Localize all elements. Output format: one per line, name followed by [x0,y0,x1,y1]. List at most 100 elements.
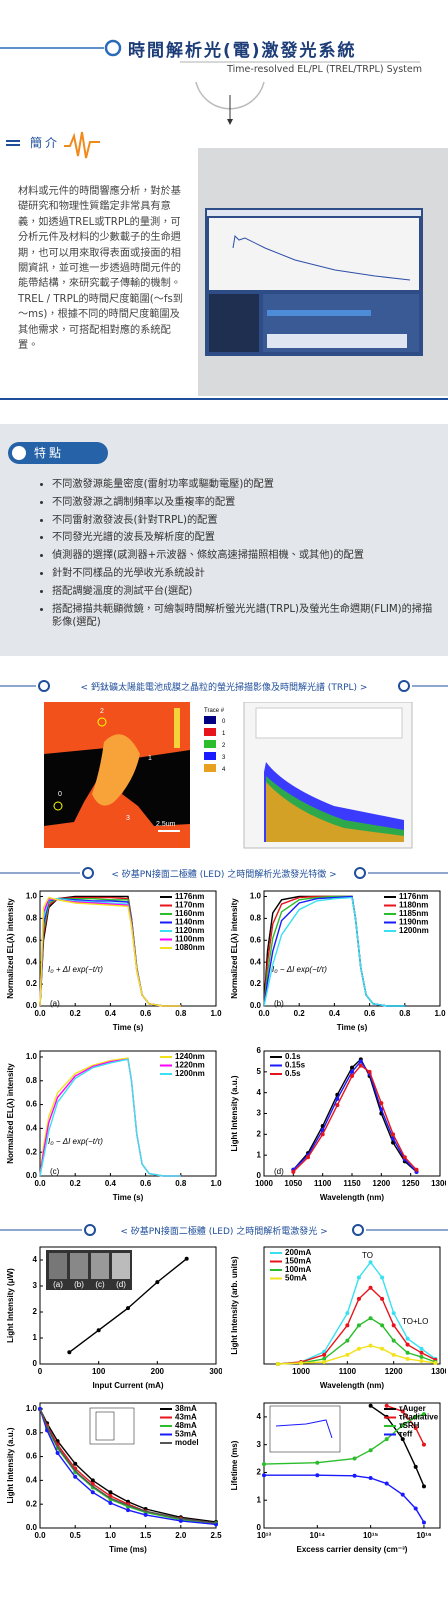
y-tick-label: 1.0 [26,892,38,901]
trace-swatch [204,740,216,748]
data-point [126,1306,130,1311]
x-tick-label: 1000 [292,1367,310,1376]
features-heading: 特點 [34,446,65,460]
feature-item: 搭配調變溫度的測試平台(選配) [52,585,436,598]
x-tick-label: 10¹⁵ [363,1531,379,1540]
data-point [322,1359,327,1364]
y-tick-label: 0.4 [26,1475,38,1484]
dark-region [122,750,190,826]
plot-bg [263,890,441,1007]
data-point [322,1352,327,1357]
data-point [413,1426,418,1430]
formula: I₀ − ΔI exp(−t/τ) [272,965,327,974]
y-tick-label: 0 [257,1523,262,1532]
data-point [405,1350,410,1355]
inset-tile [49,1253,67,1279]
inset-label: (c) [95,1280,105,1289]
data-point [433,1360,438,1365]
rule-circle [82,867,94,879]
legend-label: 1190nm [399,918,428,927]
page-subtitle: Time-resolved EL/PL (TREL/TRPL) System [227,64,422,75]
y-axis-label: Light Intensity (arb. units) [230,1256,239,1355]
feature-item: 不同激發源能量密度(雷射功率或驅動電壓)的配置 [52,478,436,491]
data-point [368,1403,373,1408]
decay-table [255,707,403,739]
legend-label: 100mA [285,1265,311,1274]
inset-tile [112,1253,130,1279]
panel-label: (c) [50,1167,60,1176]
section-rule [0,680,448,692]
data-point [368,1260,373,1265]
y-tick-label: 1 [257,1150,262,1159]
point-marker [53,801,63,811]
x-tick-label: 1050 [284,1179,302,1188]
x-tick-label: 0.4 [105,1009,117,1018]
panel-label: (a) [50,999,60,1008]
trace-label: 0 [222,719,226,725]
chart: (c) I₀ − ΔI exp(−t/τ) 0.0 0.2 0.4 0.6 0.8 1.0… [6,1050,222,1202]
y-tick-label: 0.4 [250,957,262,966]
formula: I₀ − ΔI exp(−t/τ) [48,1137,103,1146]
x-tick-label: 1100 [314,1179,332,1188]
y-tick-label: 0.6 [250,935,262,944]
point-label: 1 [148,755,152,762]
feature-item: 不同雷射激發波長(針對TRPL)的配置 [52,514,436,527]
y-tick-label: 0.2 [26,979,38,988]
series-line [263,896,405,1007]
data-point [391,1311,396,1316]
y-tick-label: 1.0 [26,1404,38,1413]
legend-label: τAuger [399,1404,426,1413]
formula: I₀ + ΔI exp(−t/τ) [48,965,103,974]
y-tick-label: 4 [257,1412,262,1421]
y-tick-label: 0.0 [26,1001,38,1010]
features-pill [8,442,108,464]
data-point [291,1169,296,1174]
y-tick-label: 0.8 [26,1428,38,1437]
x-tick-label: 0.0 [34,1179,46,1188]
inset-label: (a) [53,1280,63,1289]
data-point [262,1462,266,1467]
chart: (a) I₀ + ΔI exp(−t/τ) 0.0 0.2 0.4 0.6 0.8 1.0… [6,890,222,1032]
annotation: TO [362,1251,373,1260]
x-axis-label: Time (s) [337,1023,368,1032]
point-marker [97,717,107,727]
data-point [400,1437,405,1442]
data-point [356,1323,361,1328]
data-point [350,1069,354,1074]
data-point [400,1409,405,1414]
y-axis-label: Lifetime (ms) [230,1440,239,1490]
x-tick-label: 0.0 [258,1009,270,1018]
y-tick-label: 3 [257,1440,262,1449]
y-tick-label: 6 [257,1046,262,1055]
data-point [315,1460,320,1465]
x-tick-label: 1200 [385,1367,403,1376]
legend-label: 1200nm [175,1069,205,1078]
rule-circle [354,867,366,879]
series-line [39,1408,217,1526]
intro-text: 材料或元件的時間響應分析，對於基礎研究和物理性質鑑定非常具有意義，如透過TREL… [18,184,186,353]
controls [267,334,407,348]
series-line [39,896,181,1007]
y-tick-label: 0 [33,1359,38,1368]
inset-tile [91,1253,109,1279]
data-point [413,1464,418,1469]
data-point [184,1256,189,1261]
y-tick-label: 3 [33,1281,38,1290]
y-tick-label: 0.2 [250,979,262,988]
x-tick-label: 0.8 [399,1009,411,1018]
legend-label: 38mA [175,1404,197,1413]
section-title: < 鈣鈦礦太陽能電池成膜之晶粒的螢光掃描影像及時間解光譜 (TRPL) > [80,683,368,693]
trace-swatch [204,752,216,760]
y-tick-label: 0.0 [26,1523,38,1532]
x-tick-label: 0.6 [364,1009,376,1018]
data-point [67,1350,72,1355]
x-tick-label: 1100 [339,1367,357,1376]
data-point [358,1063,363,1068]
data-point [275,1362,280,1366]
y-axis-label: Normalized EL(λ) intensity [6,898,15,999]
inset-label: (d) [116,1280,126,1289]
legend-label: 1080nm [175,943,205,952]
header-circle [104,39,122,57]
legend-label: 48mA [175,1421,197,1430]
